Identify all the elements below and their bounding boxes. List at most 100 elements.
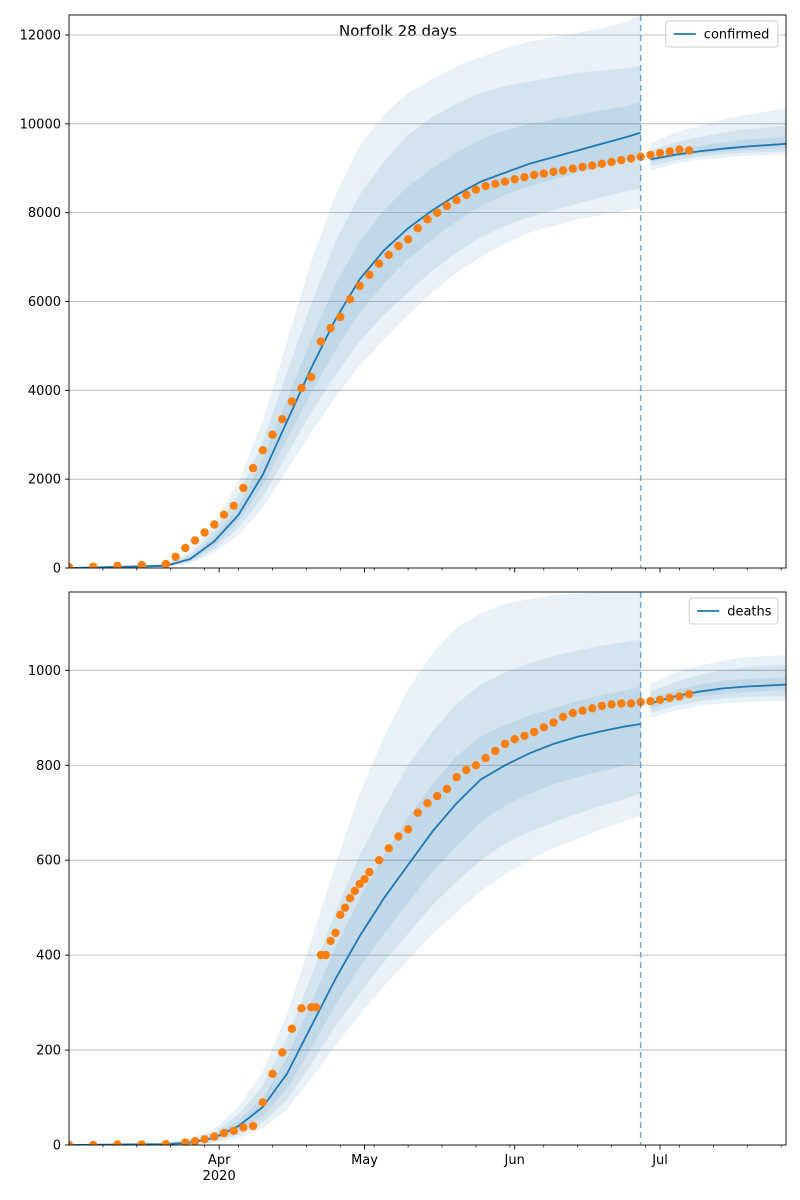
observed-point (578, 162, 587, 172)
observed-point (684, 146, 694, 155)
observed-point (529, 170, 539, 180)
observed-point (646, 150, 655, 160)
observed-point (345, 295, 355, 304)
inner-band-forecast (650, 677, 786, 709)
observed-point (89, 1140, 98, 1145)
observed-point (500, 739, 510, 749)
observed-point (161, 1139, 171, 1145)
observed-point (340, 903, 350, 912)
y-tick-label: 4000 (28, 384, 61, 399)
legend-box (688, 597, 779, 625)
y-tick-label: 600 (36, 854, 61, 869)
observed-point (190, 1137, 200, 1145)
observed-point (471, 185, 481, 194)
observed-point (336, 910, 345, 919)
plot-frame (68, 591, 787, 1146)
observed-point (331, 928, 340, 937)
legend: confirmed (665, 20, 779, 48)
observed-point (462, 765, 471, 775)
observed-point (500, 177, 510, 186)
observed-point (219, 1128, 229, 1138)
observed-point (248, 1121, 258, 1131)
observed-point (113, 1140, 122, 1145)
observed-point (413, 808, 422, 817)
observed-point (520, 731, 529, 740)
observed-point (287, 1024, 297, 1033)
legend-label: deaths (727, 605, 772, 620)
observed-point (520, 172, 529, 182)
observed-point (626, 154, 636, 163)
observed-point (374, 259, 384, 268)
observed-point (549, 167, 558, 176)
outer-band-forecast (650, 108, 786, 171)
observed-point (491, 746, 500, 756)
observed-point (161, 559, 171, 568)
legend-label: confirmed (704, 28, 770, 43)
observed-point (539, 723, 548, 732)
observed-point (278, 1048, 287, 1057)
y-tick-label: 12000 (20, 28, 61, 43)
observed-point (219, 510, 229, 519)
observed-point (413, 224, 422, 233)
observed-point (287, 397, 297, 406)
observed-point (617, 156, 626, 165)
x-tick-sublabel: 2020 (203, 1169, 236, 1184)
observed-point (655, 148, 665, 158)
observed-point (355, 281, 364, 291)
observed-point (297, 1004, 306, 1013)
observed-point (433, 208, 442, 217)
y-tick-label: 1000 (28, 664, 61, 679)
observed-point (588, 704, 597, 713)
plot-frame (68, 14, 787, 569)
y-tick-label: 8000 (28, 206, 61, 221)
observed-point (365, 867, 374, 877)
observed-point (684, 689, 694, 699)
observed-point (278, 415, 287, 424)
observed-point (229, 501, 238, 510)
observed-point (181, 1138, 190, 1145)
mid-band-forecast (650, 126, 786, 166)
x-tick-label: Jul (651, 1153, 668, 1168)
observed-point (268, 1069, 277, 1079)
observed-point (384, 250, 393, 260)
observed-point (442, 784, 452, 794)
observed-point (307, 372, 316, 382)
observed-point (69, 562, 74, 568)
observed-point (471, 761, 481, 770)
observed-point (452, 772, 461, 782)
observed-point (529, 727, 539, 737)
observed-point (345, 894, 355, 903)
y-tick-label: 400 (36, 949, 61, 964)
observed-point (316, 337, 326, 346)
observed-point (675, 145, 684, 154)
observed-point (617, 699, 626, 708)
confirmed-panel: 0 2000 4000 6000 8000 10000 12000 confirmed (20, 14, 787, 577)
observed-point (665, 147, 674, 156)
figure-title: Norfolk 28 days (339, 22, 457, 40)
observed-point (442, 201, 452, 211)
observed-point (539, 169, 548, 178)
observed-point (137, 1140, 146, 1145)
observed-point (481, 753, 490, 763)
observed-point (481, 181, 490, 191)
x-tick-label: Jun (504, 1153, 525, 1168)
observed-point (239, 1123, 248, 1132)
observed-point (588, 161, 597, 170)
observed-point (239, 483, 248, 493)
observed-point (384, 844, 393, 853)
observed-point (321, 950, 330, 960)
observed-point (258, 446, 267, 455)
observed-point (568, 708, 577, 718)
observed-point (558, 166, 568, 175)
observed-point (360, 875, 369, 884)
y-tick-label: 800 (36, 759, 61, 774)
observed-point (394, 241, 403, 251)
y-tick-label: 2000 (28, 473, 61, 488)
observed-point (258, 1098, 267, 1107)
observed-point (248, 463, 258, 473)
observed-point (171, 552, 180, 562)
observed-point (578, 706, 587, 715)
observed-point (69, 1140, 74, 1145)
